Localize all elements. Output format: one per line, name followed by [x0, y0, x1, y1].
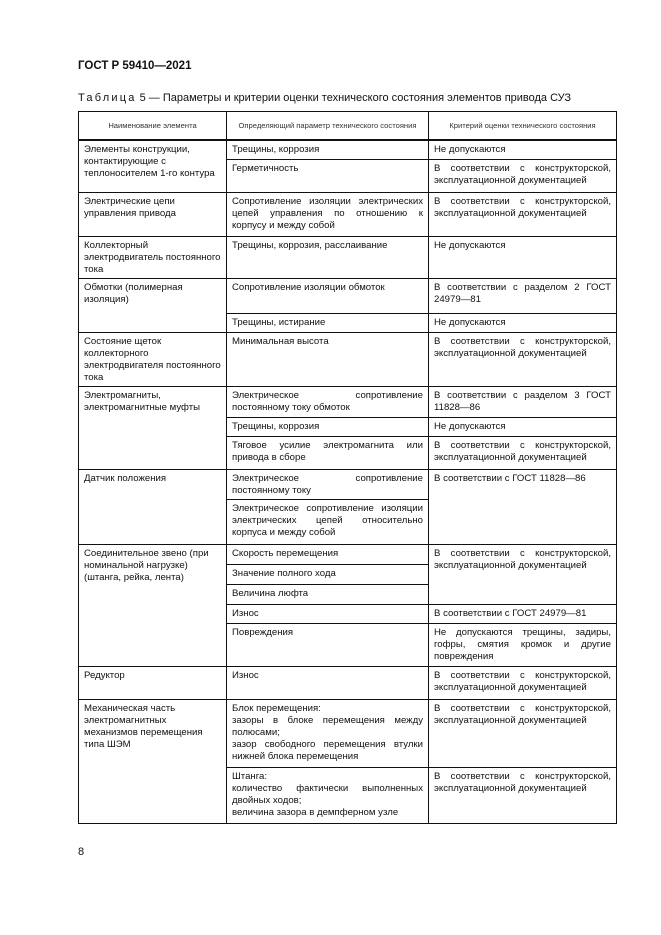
criterion-cell: Не допускаются трещины, задиры, гофры, с… — [428, 622, 617, 667]
parameter-cell: Трещины, коррозия — [226, 139, 429, 160]
element-name-cell: Электромагниты, электромагнитные муфты — [78, 385, 227, 470]
parameter-cell: Значение полного хода — [226, 563, 429, 585]
element-name-cell: Соединительное звено (при номинальной на… — [78, 543, 227, 667]
element-name-cell: Коллекторный электродвигатель постоянног… — [78, 235, 227, 279]
table-row: Элементы конструкции, контактирующие с т… — [78, 139, 617, 193]
criterion-cell: Не допускаются — [428, 139, 617, 160]
table-row: Электрические цепи управления привода Соп… — [78, 191, 617, 237]
parameter-cell: Блок перемещения: зазоры в блоке перемещ… — [226, 698, 429, 768]
parameter-cell: Электрическое сопротивление постоянному … — [226, 385, 429, 418]
table-row: Электрическое сопротивление изоляции эле… — [79, 498, 617, 545]
parameter-cell: Сопротивление изоляции обмоток — [226, 277, 429, 314]
header-criterion: Критерий оценки технического состояния — [428, 111, 617, 141]
parameters-table: Наименование элемента Определяющий парам… — [78, 111, 617, 824]
element-name-cell: Редуктор — [78, 665, 227, 700]
parameter-cell: Трещины, коррозия, расслаивание — [226, 235, 429, 279]
header-parameter: Определяющий параметр технического состо… — [226, 111, 429, 141]
parameter-cell: Герметичность — [226, 158, 429, 193]
criterion-cell: Не допускаются — [428, 235, 617, 279]
element-name-cell: Датчик положения — [78, 468, 227, 545]
parameter-cell: Износ — [226, 603, 429, 624]
criterion-cell: Не допускаются — [428, 416, 617, 437]
table-row: Повреждения Не допускаются трещины, задир… — [79, 622, 617, 667]
parameter-cell: Износ — [226, 665, 429, 700]
parameter-cell: Сопротивление изоляции электрических цеп… — [226, 191, 429, 237]
parameter-cell: Минимальная высота — [226, 331, 429, 387]
parameter-cell: Трещины, истирание — [226, 312, 429, 333]
table-row: Редуктор Износ В соответствии с конструкто… — [78, 665, 617, 700]
table-row: Датчик положения Электрическое сопротивле… — [78, 468, 617, 545]
table-row: Электромагниты, электромагнитные муфты Эл… — [78, 385, 617, 470]
table-row: Соединительное звено (при номинальной на… — [78, 543, 617, 667]
table-row: Обмотки (полимерная изоляция) Сопротивлен… — [78, 277, 617, 333]
element-name-cell: Механическая часть электромагнитных меха… — [78, 698, 227, 824]
criterion-cell: В соответствии с конструкторской, эксплу… — [428, 543, 617, 605]
criterion-cell: В соответствии с конструкторской, эксплу… — [428, 435, 617, 470]
criterion-cell: В соответствии с конструкторской, эксплу… — [428, 158, 617, 193]
criterion-cell: В соответствии с конструкторской, эксплу… — [428, 665, 617, 700]
parameter-cell: Штанга: количество фактически выполненны… — [226, 766, 429, 824]
table-header-row: Наименование элемента Определяющий парам… — [78, 111, 617, 141]
criterion-cell: В соответствии с ГОСТ 11828—86 — [428, 468, 617, 545]
criterion-cell: В соответствии с конструкторской, эксплу… — [428, 191, 617, 237]
element-name-cell: Обмотки (полимерная изоляция) — [78, 277, 227, 333]
document-id: ГОСТ Р 59410—2021 — [78, 60, 192, 72]
table-row: Трещины, истирание Не допускаются — [79, 312, 617, 333]
table-row: Герметичность В соответствии с конструкто… — [79, 158, 617, 193]
parameter-cell: Электрическое сопротивление изоляции эле… — [226, 498, 429, 545]
table-row: Механическая часть электромагнитных меха… — [78, 698, 617, 824]
table-row: Значение полного хода — [79, 563, 617, 585]
element-name-cell: Состояние щеток коллекторного электродви… — [78, 331, 227, 387]
criterion-cell: В соответствии с разделом 3 ГОСТ 11828—8… — [428, 385, 617, 418]
criterion-cell: В соответствии с ГОСТ 24979—81 — [428, 603, 617, 624]
criterion-cell: В соответствии с конструкторской, эксплу… — [428, 698, 617, 768]
table-row: Износ В соответствии с ГОСТ 24979—81 — [79, 603, 617, 624]
table-caption: Таблица 5 — Параметры и критерии оценки … — [78, 92, 571, 104]
criterion-cell: Не допускаются — [428, 312, 617, 333]
parameter-cell: Тяговое усилие электромагнита или привод… — [226, 435, 429, 470]
caption-prefix: Таблица — [78, 92, 137, 104]
table-body: Элементы конструкции, контактирующие с т… — [78, 139, 617, 824]
parameter-cell: Величина люфта — [226, 583, 429, 605]
caption-text: 5 — Параметры и критерии оценки техничес… — [136, 92, 572, 104]
criterion-cell: В соответствии с конструкторской, эксплу… — [428, 331, 617, 387]
table-row: Состояние щеток коллекторного электродви… — [78, 331, 617, 387]
table-row: Коллекторный электродвигатель постоянног… — [78, 235, 617, 279]
criterion-cell: В соответствии с разделом 2 ГОСТ 24979—8… — [428, 277, 617, 314]
parameter-cell: Повреждения — [226, 622, 429, 667]
page-number: 8 — [78, 846, 85, 858]
parameter-cell: Трещины, коррозия — [226, 416, 429, 437]
header-element: Наименование элемента — [78, 111, 227, 141]
element-name-cell: Электрические цепи управления привода — [78, 191, 227, 237]
parameter-cell: Скорость перемещения — [226, 543, 429, 565]
element-name-cell: Элементы конструкции, контактирующие с т… — [78, 139, 227, 193]
parameter-cell: Электрическое сопротивление постоянному … — [226, 468, 429, 500]
criterion-cell: В соответствии с конструкторской, эксплу… — [428, 766, 617, 824]
table-row: Штанга: количество фактически выполненны… — [79, 766, 617, 824]
